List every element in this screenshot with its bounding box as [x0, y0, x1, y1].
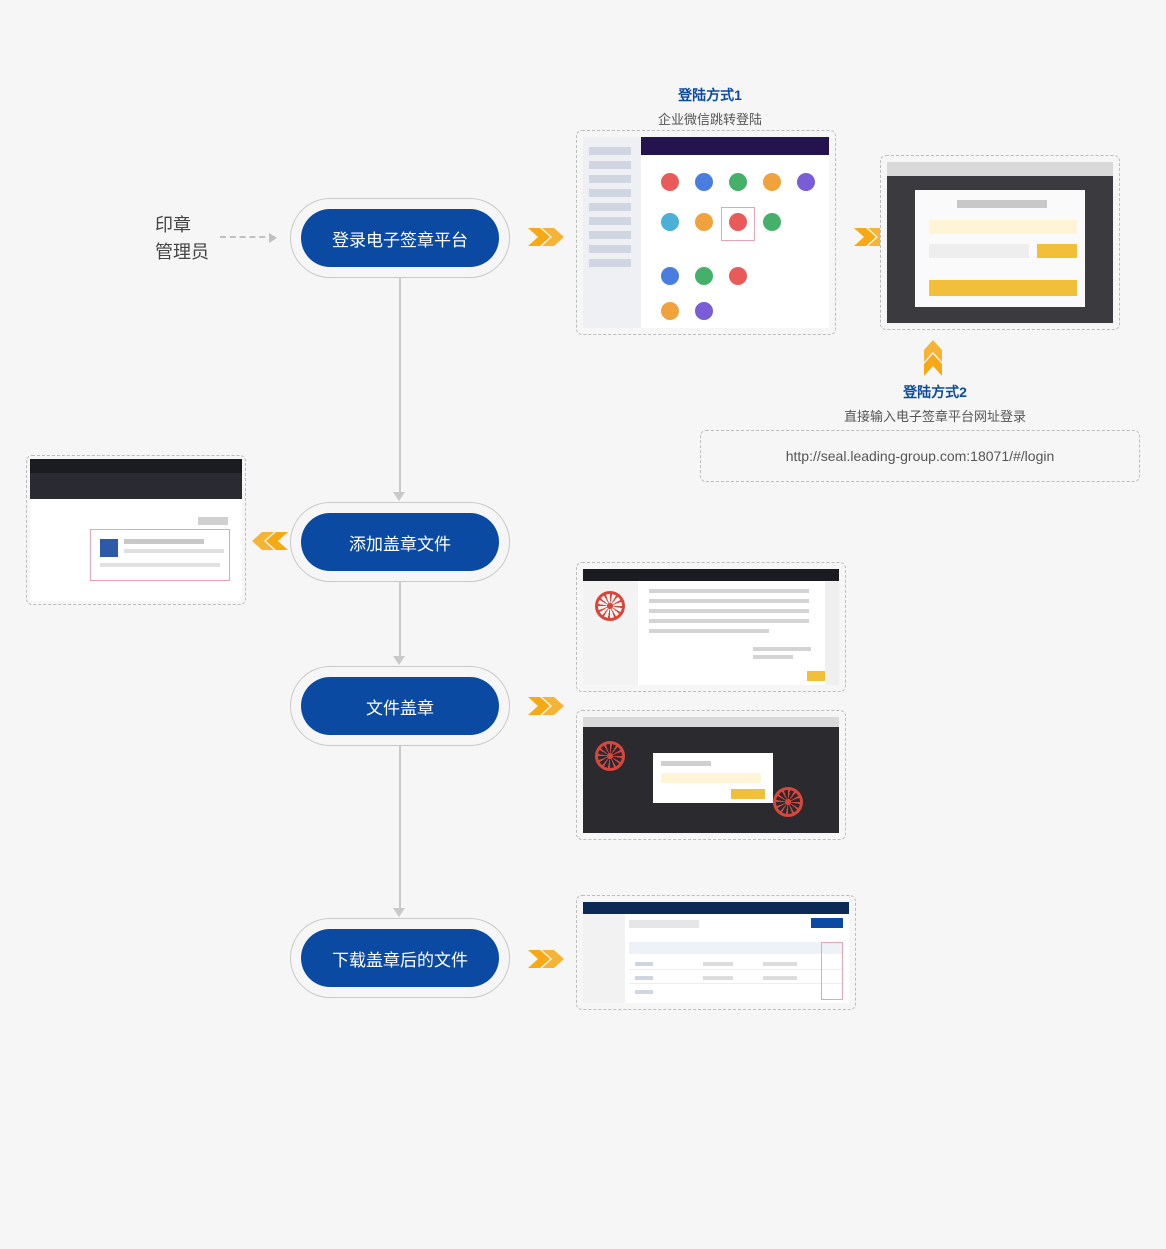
- screenshot-wechat-workbench: [576, 130, 836, 335]
- arrow-icon: [924, 340, 942, 376]
- arrow-icon: [528, 697, 564, 715]
- caption-method1-sub: 企业微信跳转登陆: [580, 109, 840, 128]
- caption-method1-title: 登陆方式1: [580, 85, 840, 105]
- arrow-icon: [528, 950, 564, 968]
- arrow-icon: [528, 228, 564, 246]
- connector-n3-n4: [399, 744, 401, 908]
- role-line2: 管理员: [155, 242, 209, 262]
- arrow-icon: [252, 532, 288, 550]
- caption-method2-title: 登陆方式2: [800, 382, 1070, 402]
- connector-arrowhead-1: [393, 492, 405, 501]
- node-stamp-label: 文件盖章: [366, 694, 434, 719]
- login-url-text: http://seal.leading-group.com:18071/#/lo…: [786, 448, 1055, 464]
- caption-method1: 登陆方式1 企业微信跳转登陆: [580, 85, 840, 128]
- node-download-label: 下载盖章后的文件: [332, 946, 468, 971]
- screenshot-stamp-confirm: [576, 710, 846, 840]
- caption-method2: 登陆方式2 直接输入电子签章平台网址登录: [800, 382, 1070, 425]
- login-url: http://seal.leading-group.com:18071/#/lo…: [700, 430, 1140, 482]
- connector-role-to-n1: [220, 236, 275, 238]
- connector-arrowhead-2: [393, 656, 405, 665]
- node-add-file-label: 添加盖章文件: [349, 530, 451, 555]
- node-stamp: 文件盖章: [290, 666, 510, 746]
- connector-n2-n3: [399, 580, 401, 656]
- connector-n1-n2: [399, 276, 401, 492]
- role-label: 印章 管理员: [155, 212, 209, 266]
- role-line1: 印章: [155, 215, 191, 235]
- node-add-file: 添加盖章文件: [290, 502, 510, 582]
- screenshot-upload: [26, 455, 246, 605]
- screenshot-download-list: [576, 895, 856, 1010]
- screenshot-login-page: [880, 155, 1120, 330]
- node-download: 下载盖章后的文件: [290, 918, 510, 998]
- caption-method2-sub: 直接输入电子签章平台网址登录: [800, 406, 1070, 425]
- node-login-label: 登录电子签章平台: [332, 226, 468, 251]
- connector-arrowhead-3: [393, 908, 405, 917]
- node-login: 登录电子签章平台: [290, 198, 510, 278]
- screenshot-stamp-doc: [576, 562, 846, 692]
